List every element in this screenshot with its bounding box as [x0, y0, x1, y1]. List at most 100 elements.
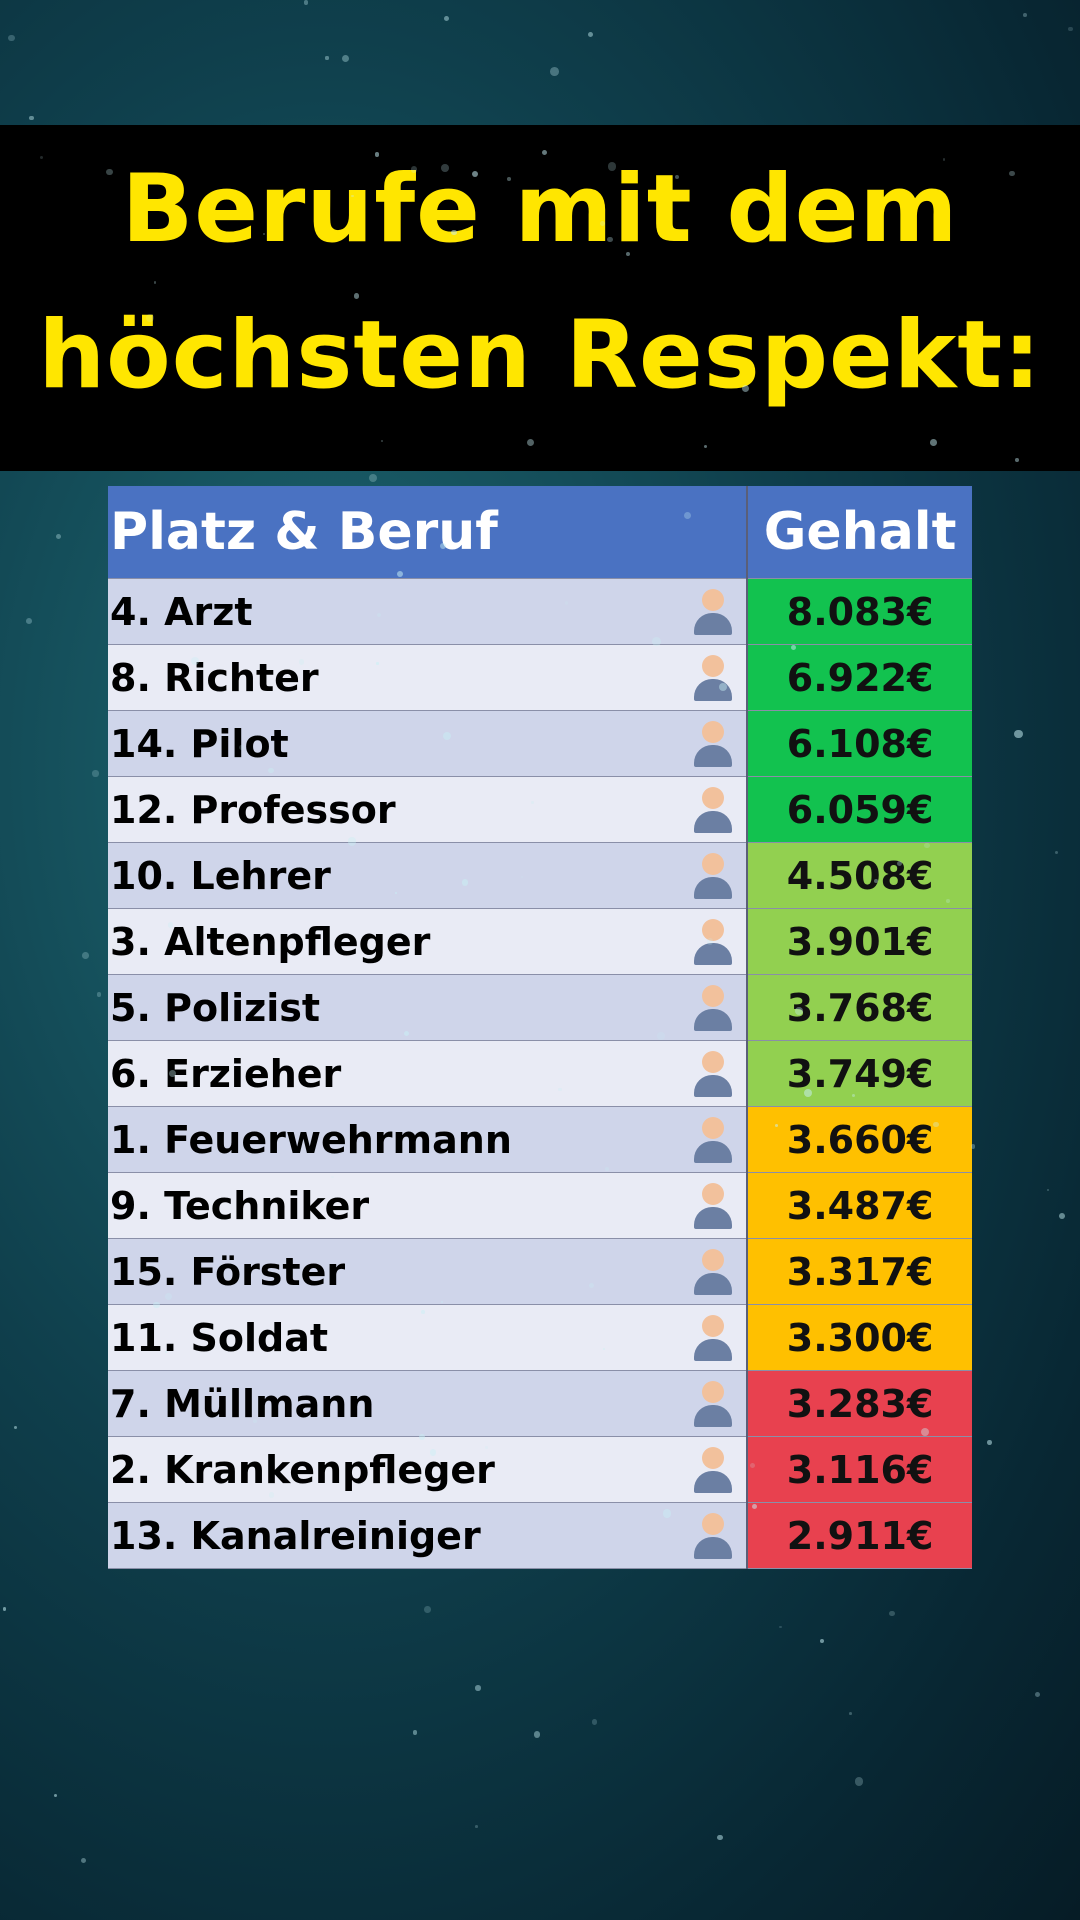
background-dot — [674, 174, 679, 180]
salary-cell: 3.768€ — [746, 974, 972, 1041]
background-dot — [298, 658, 305, 665]
background-dot — [820, 1639, 825, 1644]
job-icon — [688, 1379, 738, 1429]
background-dot — [342, 55, 350, 63]
background-dot — [353, 293, 360, 300]
background-dot — [848, 1711, 852, 1715]
background-dot — [1023, 13, 1028, 18]
background-dot — [533, 1731, 541, 1738]
background-dot — [325, 56, 329, 60]
background-dot — [429, 1449, 437, 1456]
background-dot — [303, 0, 309, 5]
job-icon — [688, 1247, 738, 1297]
icon-head — [702, 1447, 725, 1469]
background-dot — [485, 1446, 488, 1449]
table-row: 13. Kanalreiniger 2.911€ — [108, 1502, 972, 1569]
salary-cell: 3.317€ — [746, 1238, 972, 1305]
icon-head — [702, 1315, 725, 1337]
salary-cell: 3.487€ — [746, 1172, 972, 1239]
job-cell: 14. Pilot — [108, 710, 748, 777]
job-icon — [688, 1445, 738, 1495]
salary-cell: 6.059€ — [746, 776, 972, 843]
table-row: 3. Altenpfleger 3.901€ — [108, 908, 972, 975]
background-dot — [717, 1835, 723, 1841]
table-row: 4. Arzt 8.083€ — [108, 578, 972, 645]
background-dot — [719, 682, 728, 691]
icon-head — [702, 1183, 725, 1205]
job-icon — [688, 1511, 738, 1561]
background-dot — [626, 251, 631, 256]
background-dot — [703, 444, 707, 448]
table-row: 11. Soldat 3.300€ — [108, 1304, 972, 1371]
table-row: 9. Techniker 3.487€ — [108, 1172, 972, 1239]
background-dot — [239, 860, 243, 864]
background-dot — [29, 115, 34, 121]
background-dot — [377, 612, 382, 617]
icon-head — [702, 1051, 725, 1073]
background-dot — [394, 891, 398, 895]
background-dot — [153, 280, 157, 284]
icon-body — [694, 1339, 733, 1361]
job-icon — [688, 851, 738, 901]
salary-cell: 3.901€ — [746, 908, 972, 975]
background-dot — [475, 1685, 481, 1691]
icon-body — [694, 1471, 733, 1493]
table-row: 10. Lehrer 4.508€ — [108, 842, 972, 909]
icon-head — [702, 655, 725, 677]
background-dot — [396, 570, 403, 578]
icon-body — [694, 613, 733, 635]
header-row: Platz & Beruf Gehalt — [108, 486, 972, 579]
background-dot — [92, 770, 99, 777]
job-cell: 10. Lehrer — [108, 842, 748, 909]
job-icon — [688, 719, 738, 769]
background-dot — [608, 162, 617, 171]
job-icon — [688, 653, 738, 703]
background-dot — [80, 1857, 86, 1863]
job-icon — [688, 983, 738, 1033]
background-dot — [190, 657, 199, 666]
table-row: 14. Pilot 6.108€ — [108, 710, 972, 777]
background-dot — [1009, 170, 1015, 177]
background-dot — [651, 637, 661, 646]
icon-body — [694, 1207, 733, 1229]
background-dot — [274, 948, 278, 951]
background-dot — [707, 938, 714, 945]
background-dot — [1068, 27, 1073, 32]
background-dot — [588, 1283, 594, 1289]
background-dot — [603, 1348, 606, 1351]
icon-head — [702, 1249, 725, 1271]
background-dot — [558, 1087, 563, 1092]
job-cell: 3. Altenpfleger — [108, 908, 748, 975]
table-row: 15. Förster 3.317€ — [108, 1238, 972, 1305]
background-dot — [440, 164, 449, 173]
background-dot — [779, 1625, 783, 1629]
table-row: 2. Krankenpfleger 3.116€ — [108, 1436, 972, 1503]
job-icon — [688, 785, 738, 835]
background-dot — [268, 1492, 275, 1498]
job-cell: 6. Erzieher — [108, 1040, 748, 1107]
icon-head — [702, 787, 725, 809]
background-dot — [662, 1509, 672, 1518]
background-dot — [268, 767, 274, 774]
background-dot — [253, 1419, 258, 1424]
background-dot — [169, 1070, 176, 1078]
background-dot — [1059, 1213, 1066, 1219]
background-dot — [451, 229, 457, 236]
icon-body — [694, 1405, 733, 1427]
salary-cell: 8.083€ — [746, 578, 972, 645]
job-icon — [688, 1049, 738, 1099]
job-cell: 9. Techniker — [108, 1172, 748, 1239]
background-dot — [368, 473, 377, 482]
icon-head — [702, 1513, 725, 1535]
salary-cell: 6.922€ — [746, 644, 972, 711]
job-cell: 8. Richter — [108, 644, 748, 711]
table-row: 5. Polizist 3.768€ — [108, 974, 972, 1041]
background-dot — [920, 1427, 930, 1436]
column-header: Platz & Beruf — [108, 486, 748, 579]
icon-head — [702, 919, 725, 941]
background-dot — [587, 31, 594, 38]
background-dot — [262, 233, 265, 236]
job-icon — [688, 1115, 738, 1165]
icon-body — [694, 1141, 733, 1163]
salary-cell: 2.911€ — [746, 1502, 972, 1569]
